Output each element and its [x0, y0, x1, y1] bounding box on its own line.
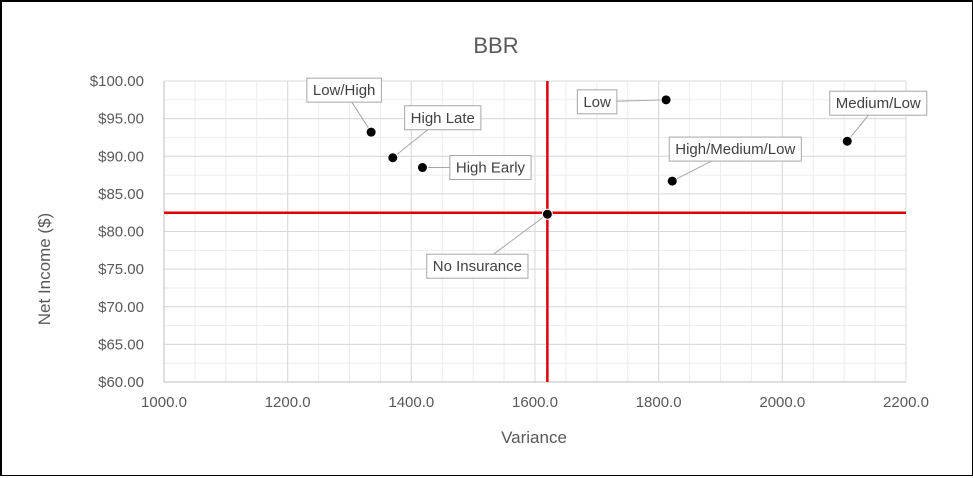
y-tick-label: $85.00: [98, 186, 144, 203]
y-tick-label: $90.00: [98, 148, 144, 165]
callout-box: [449, 155, 532, 181]
callout-box: [404, 105, 482, 131]
x-tick-label: 1600.0: [512, 394, 558, 411]
point-label: No Insurance: [433, 258, 522, 275]
callout-leader: [672, 160, 712, 182]
x-tick-label: 2000.0: [759, 394, 805, 411]
point-label: Low/High: [313, 82, 376, 99]
point-label: High Early: [456, 160, 526, 177]
data-point: [660, 94, 672, 106]
data-point: [416, 162, 428, 174]
point-label: Low: [583, 94, 611, 111]
callout-leader: [846, 114, 869, 142]
y-tick-label: $80.00: [98, 224, 144, 241]
x-axis-title: Variance: [501, 428, 567, 447]
y-tick-label: $100.00: [90, 73, 144, 90]
y-axis-title: Net Income ($): [35, 213, 54, 325]
point-label: Medium/Low: [836, 95, 921, 112]
x-tick-label: 1200.0: [265, 394, 311, 411]
tick-labels: 1000.0 1200.0 1400.0 1600.0 1800.0 2000.0 2200…: [90, 73, 929, 411]
data-point: [365, 126, 377, 138]
y-tick-label: $65.00: [98, 336, 144, 353]
y-tick-label: $70.00: [98, 299, 144, 316]
reference-lines: [164, 81, 906, 382]
y-tick-label: $75.00: [98, 261, 144, 278]
callout-box: [426, 253, 529, 279]
x-tick-label: 1000.0: [141, 394, 187, 411]
callouts: Low/High High Late High Early No Insurance L…: [306, 77, 928, 279]
callout-box: [576, 89, 618, 115]
data-point: [541, 208, 553, 220]
y-tick-label: $95.00: [98, 111, 144, 128]
data-points: [365, 94, 853, 220]
callout-leader: [493, 213, 548, 255]
callout-box: [306, 77, 382, 103]
callout-leader: [351, 101, 372, 133]
callout-box: [668, 136, 802, 162]
x-tick-label: 2200.0: [883, 394, 929, 411]
point-label: High Late: [411, 110, 475, 127]
gridlines: [163, 80, 907, 383]
x-tick-label: 1800.0: [636, 394, 682, 411]
chart-title: BBR: [473, 33, 518, 58]
point-label: High/Medium/Low: [675, 141, 795, 158]
callout-leader: [616, 99, 667, 102]
y-tick-label: $60.00: [98, 374, 144, 391]
x-tick-label: 1400.0: [388, 394, 434, 411]
callout-leader: [392, 129, 429, 159]
callout-box: [829, 90, 928, 116]
data-point: [387, 152, 399, 164]
data-point: [841, 135, 853, 147]
data-point: [666, 175, 678, 187]
